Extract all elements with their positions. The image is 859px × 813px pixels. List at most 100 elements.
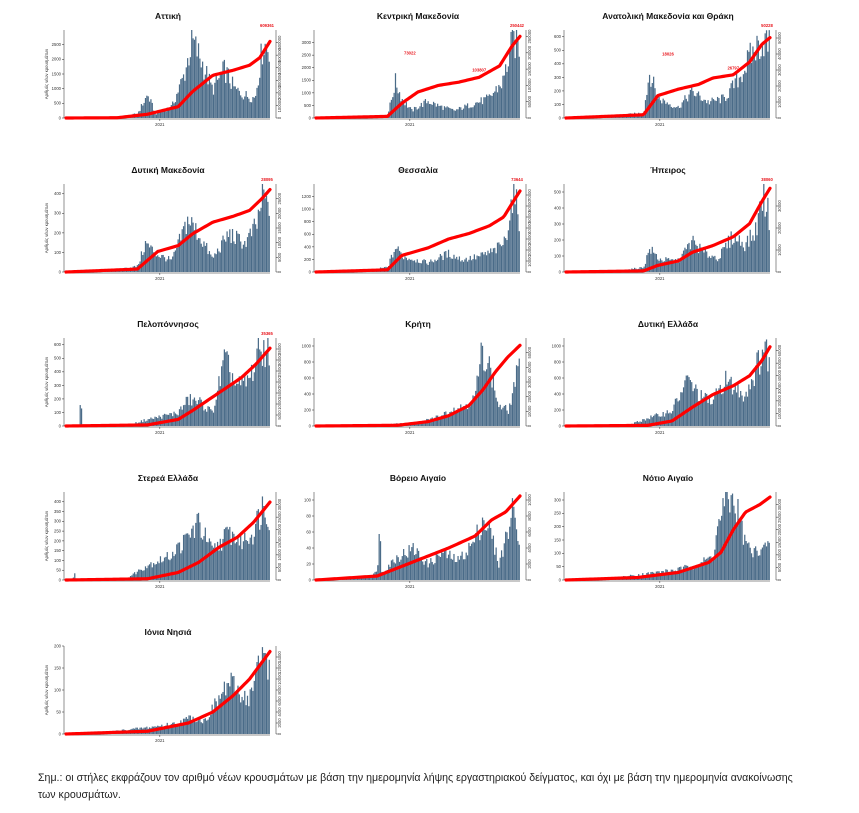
daily-cases-bar — [407, 107, 409, 118]
right-tick-label: 10000 — [277, 398, 282, 410]
left-tick-label: 1000 — [302, 90, 312, 95]
daily-cases-bar — [218, 376, 220, 426]
daily-cases-bar — [231, 228, 234, 272]
right-tick-label: 20000 — [777, 523, 782, 535]
daily-cases-bar — [647, 418, 649, 426]
daily-cases-bar — [264, 198, 266, 272]
daily-cases-bar — [469, 255, 471, 272]
daily-cases-bar — [202, 402, 204, 426]
daily-cases-bar — [172, 101, 174, 118]
daily-cases-bar — [487, 250, 489, 272]
daily-cases-bar — [685, 565, 687, 580]
daily-cases-bar — [267, 52, 269, 119]
daily-cases-bar — [723, 96, 725, 118]
daily-cases-bar — [500, 550, 503, 580]
daily-cases-bar — [230, 243, 232, 272]
daily-cases-bar — [259, 529, 261, 580]
chart-svg: Ιόνια Νησιά 0 50 100 150 200 Αριθμός νέων κρου… — [44, 627, 282, 743]
daily-cases-bar — [161, 562, 163, 580]
daily-cases-bar — [651, 246, 653, 272]
cumulative-final-label: 38060 — [761, 177, 773, 182]
daily-cases-bar — [267, 526, 269, 580]
daily-cases-bar — [721, 94, 723, 118]
daily-cases-bar — [719, 103, 721, 118]
daily-cases-bar — [503, 236, 505, 272]
daily-cases-bar — [212, 412, 215, 426]
daily-cases-bar — [248, 706, 250, 734]
daily-cases-bar — [253, 536, 255, 580]
daily-cases-bar — [662, 98, 664, 118]
daily-cases-bar — [240, 95, 242, 118]
chart-svg: Ήπειρος 0 100 200 300 400 500 0 10000 20000 30000 2… — [554, 165, 782, 281]
daily-cases-bar — [407, 260, 409, 272]
daily-cases-bar — [423, 100, 425, 118]
daily-cases-bar — [238, 694, 240, 734]
daily-cases-bar — [765, 211, 768, 272]
daily-cases-bar — [722, 94, 724, 118]
daily-cases-bar — [184, 718, 186, 734]
daily-cases-bar — [250, 364, 253, 426]
daily-cases-bar — [515, 30, 518, 118]
right-tick-label: 200000 — [277, 85, 282, 100]
daily-cases-bar — [678, 107, 681, 118]
daily-cases-bar — [740, 390, 742, 426]
daily-cases-bar — [158, 112, 160, 118]
daily-cases-bar — [502, 556, 504, 580]
daily-cases-bar — [768, 230, 770, 272]
chart-title: Ήπειρος — [650, 165, 686, 175]
daily-cases-bar — [699, 402, 701, 426]
daily-cases-bar — [733, 88, 735, 118]
daily-cases-bar — [719, 384, 721, 426]
daily-cases-bar — [187, 216, 189, 272]
left-tick-label: 600 — [554, 375, 562, 380]
daily-cases-bar — [215, 399, 217, 426]
daily-cases-bar — [636, 421, 638, 426]
daily-cases-bar — [423, 564, 425, 580]
daily-cases-bar — [159, 257, 162, 272]
daily-cases-bar — [230, 88, 232, 118]
daily-cases-bar — [180, 240, 182, 272]
right-tick-label: 20000 — [777, 394, 782, 406]
daily-cases-bar — [192, 716, 194, 734]
left-tick-label: 400 — [304, 391, 312, 396]
daily-cases-bar — [158, 256, 160, 272]
daily-cases-bar — [759, 201, 761, 272]
daily-cases-bar — [409, 551, 412, 580]
right-tick-label: 10000 — [277, 236, 282, 248]
daily-cases-bar — [767, 541, 769, 580]
daily-cases-bar — [655, 413, 657, 426]
daily-cases-bar — [204, 245, 206, 272]
daily-cases-bar — [757, 40, 759, 118]
right-tick-label: 10000 — [777, 96, 782, 108]
daily-cases-bar — [191, 405, 193, 426]
daily-cases-bar — [166, 259, 168, 272]
left-tick-label: 250 — [54, 529, 62, 534]
daily-cases-bar — [691, 569, 693, 580]
chart-svg: Νότιο Αιγαίο 0 50 100 150 200 250 300 0 5000 10000… — [554, 473, 782, 589]
daily-cases-bar — [702, 562, 704, 580]
daily-cases-bar — [173, 722, 175, 734]
daily-cases-bar — [502, 75, 504, 118]
daily-cases-bar — [166, 552, 168, 580]
cumulative-final-label: 35365 — [261, 331, 273, 336]
daily-cases-bar — [144, 98, 147, 118]
daily-cases-bar — [202, 723, 204, 734]
daily-cases-bar — [143, 570, 145, 580]
daily-cases-bar — [416, 548, 418, 580]
daily-cases-bar — [422, 561, 424, 580]
right-tick-label: 5000 — [777, 562, 782, 572]
daily-cases-bar — [405, 102, 407, 118]
daily-cases-bar — [394, 563, 397, 580]
daily-cases-bar — [509, 526, 511, 580]
daily-cases-bar — [191, 721, 193, 734]
daily-cases-bar — [706, 103, 708, 118]
daily-cases-bar — [752, 380, 754, 426]
daily-cases-bar — [666, 258, 668, 272]
daily-cases-bar — [695, 96, 697, 118]
daily-cases-bar — [184, 221, 186, 272]
daily-cases-bar — [227, 68, 230, 118]
daily-cases-bar — [515, 365, 518, 426]
right-tick-label: 10000 — [777, 407, 782, 419]
left-tick-label: 0 — [309, 423, 312, 428]
daily-cases-bar — [700, 562, 702, 580]
